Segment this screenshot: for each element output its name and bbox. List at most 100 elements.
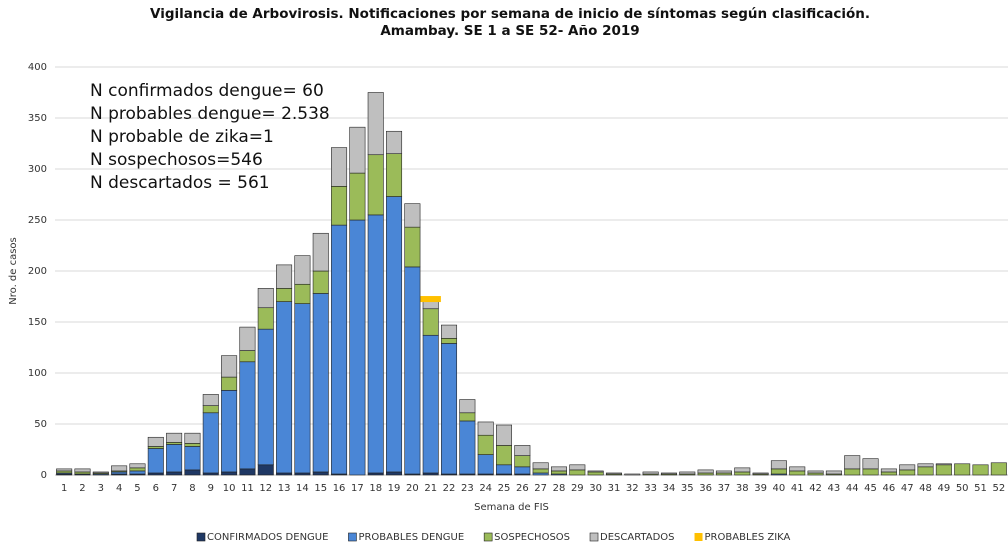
y-tick-label: 0 xyxy=(41,470,47,481)
bar-segment xyxy=(367,154,384,216)
bar-segment xyxy=(935,464,952,476)
y-tick-label: 50 xyxy=(34,419,47,430)
bar-segment xyxy=(386,196,403,473)
bar-segment xyxy=(221,355,238,378)
bar-segment xyxy=(147,448,164,474)
x-tick-label: 26 xyxy=(516,483,529,494)
x-tick-label: 43 xyxy=(828,483,841,494)
bar-segment xyxy=(221,471,238,476)
bar-segment xyxy=(184,443,201,447)
bar-segment xyxy=(697,472,714,476)
bar-segment xyxy=(386,471,403,476)
annotation: N descartados = 561 xyxy=(90,173,270,193)
bar-segment xyxy=(532,462,549,470)
bar-segment xyxy=(550,466,567,472)
legend-label: PROBABLES ZIKA xyxy=(705,532,791,543)
bar-segment xyxy=(257,328,274,466)
bar-segment xyxy=(789,466,806,472)
bar-segment xyxy=(734,471,751,476)
bar-segment xyxy=(954,463,971,476)
bar-segment xyxy=(166,471,183,476)
x-axis-title: Semana de FIS xyxy=(474,502,549,513)
bar-segment xyxy=(202,472,219,476)
bar-segment xyxy=(899,464,916,471)
bar-segment xyxy=(605,472,622,475)
annotation: N probables dengue= 2.538 xyxy=(90,104,330,124)
x-tick-label: 10 xyxy=(223,483,236,494)
x-tick-label: 23 xyxy=(461,483,474,494)
x-tick-label: 52 xyxy=(992,483,1005,494)
bar-segment xyxy=(129,467,146,472)
x-tick-label: 51 xyxy=(974,483,987,494)
x-tick-label: 13 xyxy=(278,483,291,494)
bar-segment xyxy=(312,232,329,272)
bar-segment xyxy=(294,255,311,285)
x-tick-label: 32 xyxy=(626,483,639,494)
x-tick-label: 16 xyxy=(333,483,346,494)
bar-segment xyxy=(184,432,201,444)
x-tick-label: 27 xyxy=(534,483,547,494)
bar-segment xyxy=(642,471,659,475)
bar-segment xyxy=(404,203,421,228)
bar-segment xyxy=(257,464,274,476)
bar-segment xyxy=(166,432,183,443)
x-tick-label: 4 xyxy=(116,483,122,494)
x-tick-label: 49 xyxy=(937,483,950,494)
bar-segment xyxy=(807,470,824,474)
y-tick-label: 100 xyxy=(28,368,47,379)
y-tick-label: 300 xyxy=(28,164,47,175)
x-tick-label: 39 xyxy=(754,483,767,494)
bar-segment xyxy=(184,469,201,476)
bar-segment xyxy=(532,468,549,474)
x-tick-label: 6 xyxy=(153,483,159,494)
legend-label: CONFIRMADOS DENGUE xyxy=(207,532,328,543)
chart-title: Vigilancia de Arbovirosis. Notificacione… xyxy=(150,6,870,39)
x-tick-label: 44 xyxy=(846,483,859,494)
bar-segment xyxy=(477,421,494,436)
x-tick-label: 48 xyxy=(919,483,932,494)
bar-segment xyxy=(331,147,348,187)
bar-segment xyxy=(972,464,989,476)
bar-segment xyxy=(367,472,384,476)
x-tick-label: 29 xyxy=(571,483,584,494)
x-tick-label: 50 xyxy=(956,483,969,494)
bar-segment xyxy=(514,455,531,468)
legend-swatch xyxy=(694,533,703,541)
x-tick-label: 31 xyxy=(608,483,621,494)
bar-segment xyxy=(420,296,441,303)
bar-segment xyxy=(92,471,109,474)
bar-segment xyxy=(441,324,458,339)
bar-segment xyxy=(331,186,348,226)
bar-segment xyxy=(715,472,732,476)
x-tick-label: 36 xyxy=(699,483,712,494)
bar-segment xyxy=(660,472,677,475)
bar-segment xyxy=(129,470,146,475)
bar-segment xyxy=(56,468,73,472)
bar-segment xyxy=(276,472,293,476)
x-tick-label: 9 xyxy=(208,483,214,494)
bar-segment xyxy=(202,394,219,406)
legend-swatch xyxy=(348,532,357,542)
x-tick-label: 38 xyxy=(736,483,749,494)
bar-segment xyxy=(697,469,714,474)
bar-segment xyxy=(386,153,403,197)
bar-segment xyxy=(386,130,403,154)
bar-segment xyxy=(294,472,311,476)
bar-segment xyxy=(239,350,256,363)
bar-segment xyxy=(294,303,311,474)
bar-segment xyxy=(899,469,916,476)
bar-segment xyxy=(239,361,256,470)
bar-segment xyxy=(715,470,732,474)
bar-segment xyxy=(129,463,146,469)
bar-segment xyxy=(404,226,421,268)
bar-segment xyxy=(404,266,421,475)
x-tick-label: 33 xyxy=(644,483,657,494)
legend-swatch xyxy=(196,532,206,542)
bar-segment xyxy=(147,436,164,447)
bar-segment xyxy=(56,470,73,474)
y-tick-label: 150 xyxy=(28,317,47,328)
bar-segment xyxy=(807,472,824,476)
x-tick-label: 24 xyxy=(479,483,492,494)
bar-segment xyxy=(331,224,348,475)
